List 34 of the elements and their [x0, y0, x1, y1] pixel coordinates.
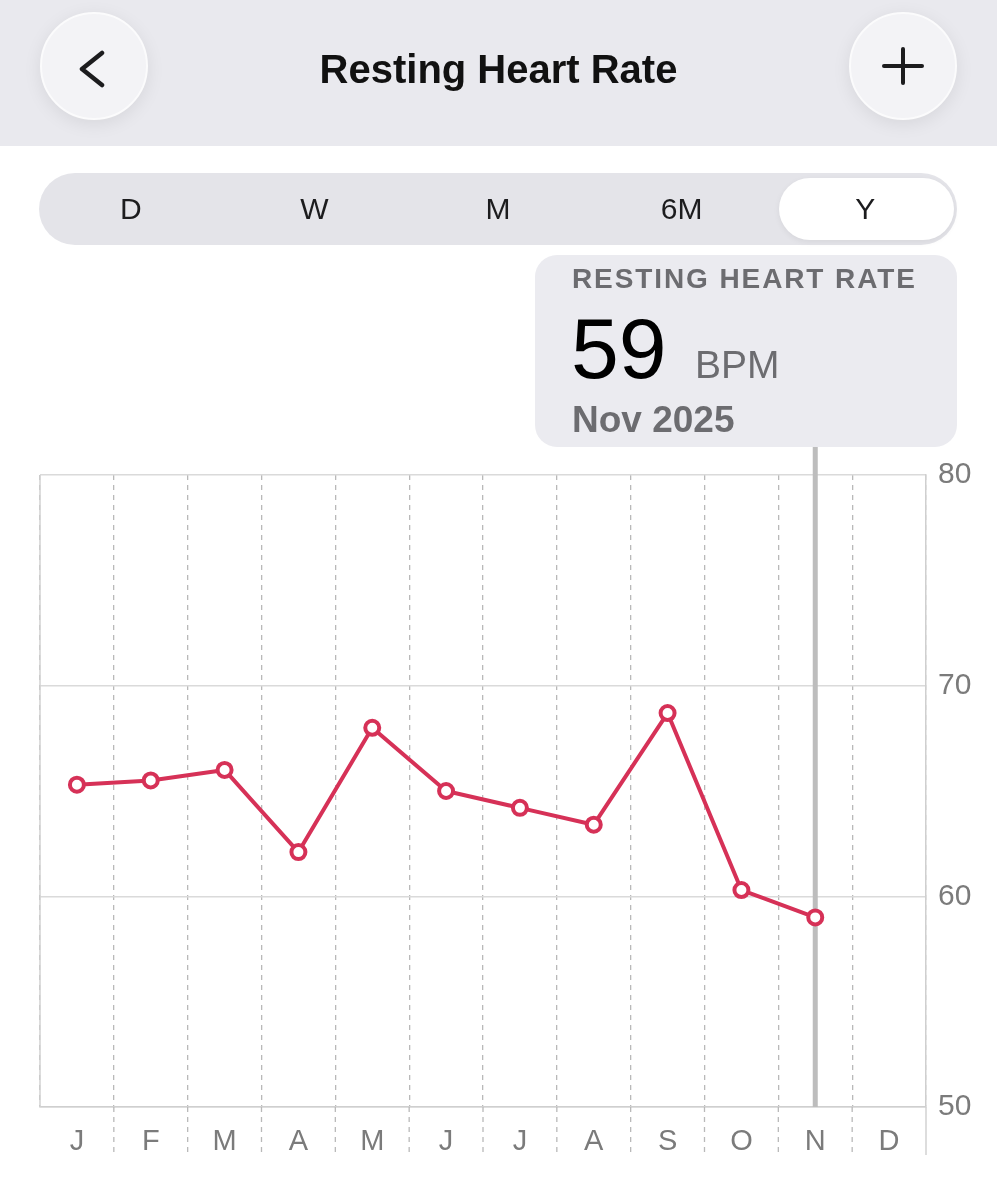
point [289, 843, 308, 862]
x-tick-label: J [69, 1124, 85, 1157]
callout-card: RESTING HEART RATE 59 BPM Nov 2025 [535, 255, 957, 447]
x-tick-label: M [212, 1124, 237, 1157]
point [363, 718, 382, 737]
x-tick-label: A [584, 1124, 605, 1157]
point [67, 775, 86, 794]
x-tick-label: N [804, 1124, 826, 1157]
text: 6M [660, 192, 703, 225]
x-tick-label: M [360, 1124, 385, 1157]
x-tick-label: J [438, 1124, 454, 1157]
point [141, 771, 160, 790]
point [584, 815, 603, 834]
point [510, 798, 529, 817]
y-tick-label: 80 [938, 456, 972, 490]
point [806, 908, 825, 927]
x-tick-label: S [657, 1124, 678, 1157]
point [437, 782, 456, 800]
text: M [485, 192, 511, 225]
text: D [119, 192, 142, 225]
text: W [300, 192, 329, 225]
y-tick-label: 50 [938, 1088, 972, 1122]
point [658, 704, 677, 723]
point [215, 760, 234, 779]
x-tick-label: D [878, 1124, 900, 1157]
text: Y [855, 192, 876, 225]
chart-title: Resting Heart Rate [319, 47, 678, 91]
x-tick-label: J [512, 1124, 528, 1157]
x-tick-label: F [141, 1124, 160, 1157]
x-tick-label: O [730, 1124, 753, 1157]
x-tick-label: A [288, 1124, 309, 1157]
y-tick-label: 60 [938, 877, 972, 911]
y-tick-label: 70 [938, 666, 972, 700]
point [732, 881, 751, 900]
